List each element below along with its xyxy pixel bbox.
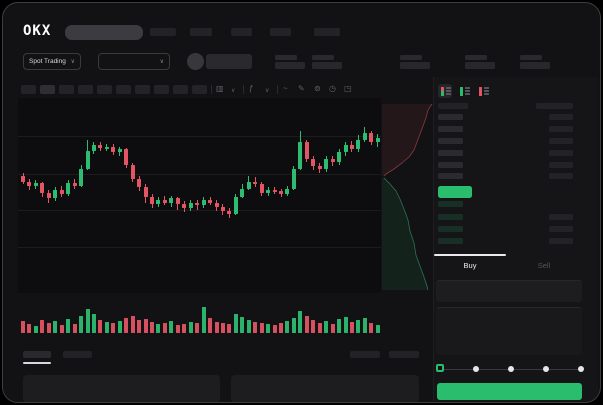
nav-item[interactable] <box>150 28 176 36</box>
timeframe-button[interactable] <box>40 85 55 94</box>
timeframe-button[interactable] <box>154 85 169 94</box>
volume-chart[interactable] <box>18 298 381 336</box>
slider-stop[interactable] <box>473 366 479 372</box>
slider-stop[interactable] <box>543 366 549 372</box>
bid-row <box>438 226 463 232</box>
bid-row <box>438 201 463 207</box>
amount-input[interactable] <box>436 307 582 355</box>
candle-type-icon[interactable]: ▥ <box>216 84 224 93</box>
orders-action[interactable] <box>350 351 380 358</box>
timeframe-button[interactable] <box>97 85 112 94</box>
candlestick-chart[interactable] <box>18 98 381 293</box>
draw-icon[interactable]: ✎ <box>298 84 305 93</box>
ask-row <box>438 114 463 120</box>
nav-item[interactable] <box>270 28 291 36</box>
chevron-down-icon: ∨ <box>70 58 75 65</box>
ask-row <box>438 138 463 144</box>
ask-row <box>438 162 463 168</box>
orders-action[interactable] <box>389 351 419 358</box>
bid-row <box>438 238 463 244</box>
depth-chart[interactable] <box>382 98 434 294</box>
timeframe-button[interactable] <box>21 85 36 94</box>
timeframe-button[interactable] <box>135 85 150 94</box>
ask-row <box>438 173 463 179</box>
market-type-selector[interactable]: Spot Trading ∨ <box>23 53 81 70</box>
orders-tab[interactable] <box>63 351 92 358</box>
timeframe-button[interactable] <box>116 85 131 94</box>
search-input[interactable] <box>65 25 143 40</box>
chevron-down-icon[interactable]: ∨ <box>231 88 236 94</box>
line-type-icon[interactable]: ~ <box>283 84 288 93</box>
orderbook-mode-bids-icon[interactable] <box>457 84 471 98</box>
active-tab-underline <box>23 362 51 364</box>
orderbook-col-header <box>438 103 468 109</box>
buy-button[interactable] <box>437 383 582 400</box>
camera-icon[interactable]: ⊚ <box>314 84 321 93</box>
price-placeholder <box>206 54 252 69</box>
buy-tab-underline <box>434 254 506 256</box>
okx-logo: OKX <box>23 23 52 39</box>
fullscreen-icon[interactable]: ◳ <box>344 84 352 93</box>
orderbook-panel: Buy Sell <box>433 77 598 401</box>
slider-stop[interactable] <box>436 364 444 372</box>
timeframe-button[interactable] <box>59 85 74 94</box>
coin-icon <box>187 53 204 70</box>
ask-row <box>438 150 463 156</box>
history-icon[interactable]: ◷ <box>329 84 336 93</box>
market-type-label: Spot Trading <box>29 58 66 65</box>
nav-item[interactable] <box>231 28 252 36</box>
slider-stop[interactable] <box>578 366 584 372</box>
bid-row <box>438 214 463 220</box>
tab-buy[interactable]: Buy <box>463 260 477 270</box>
ask-row <box>438 126 463 132</box>
timeframe-button[interactable] <box>192 85 207 94</box>
pair-selector[interactable]: ∨ <box>98 53 170 70</box>
indicators-icon[interactable]: ƒ <box>249 84 254 93</box>
orderbook-mode-both-icon[interactable] <box>438 84 452 98</box>
orders-list-panel <box>231 375 419 402</box>
timeframe-button[interactable] <box>78 85 93 94</box>
nav-item[interactable] <box>190 28 212 36</box>
tab-sell[interactable]: Sell <box>537 260 551 270</box>
nav-item[interactable] <box>314 28 340 36</box>
orderbook-mode-asks-icon[interactable] <box>476 84 490 98</box>
orders-list-panel <box>23 375 220 402</box>
orders-tab-active[interactable] <box>23 351 51 358</box>
slider-stop[interactable] <box>508 366 514 372</box>
last-price-badge[interactable] <box>438 186 472 198</box>
chevron-down-icon[interactable]: ∨ <box>265 88 270 94</box>
price-input[interactable] <box>436 280 582 302</box>
timeframe-button[interactable] <box>173 85 188 94</box>
chevron-down-icon: ∨ <box>159 58 164 65</box>
orderbook-col-header <box>536 103 573 109</box>
